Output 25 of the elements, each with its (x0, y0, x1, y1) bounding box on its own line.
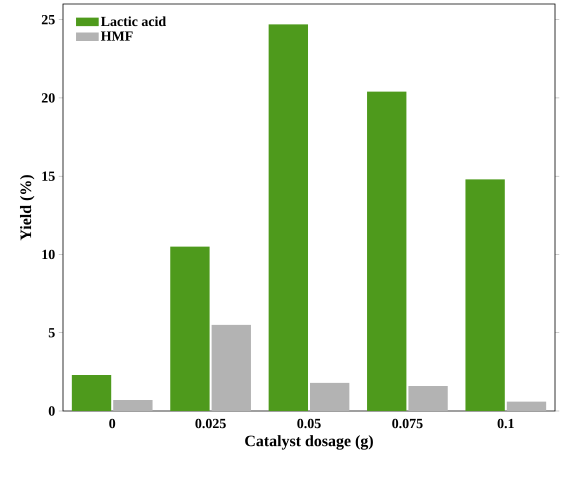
x-tick-label: 0 (109, 418, 116, 428)
bar (113, 400, 153, 411)
y-tick-label: 20 (42, 93, 55, 103)
x-tick-label: 0.075 (392, 418, 423, 428)
y-axis-title: Yield (%) (20, 175, 34, 240)
bar (506, 402, 546, 411)
bar (72, 374, 112, 411)
bar (367, 92, 406, 411)
y-tick-label: 25 (42, 14, 55, 24)
bar (212, 324, 251, 411)
bar (268, 24, 308, 411)
x-tick-label: 0.1 (498, 418, 514, 428)
y-tick-label: 5 (48, 328, 55, 338)
bar (408, 386, 448, 411)
bar (465, 179, 505, 411)
legend-label: Lactic acid (100, 16, 166, 26)
x-axis-title: Catalyst dosage (g) (245, 435, 373, 450)
y-tick-label: 10 (42, 250, 55, 260)
bar (170, 246, 210, 411)
x-tick-label: 0.05 (297, 418, 321, 428)
y-tick-label: 15 (42, 172, 55, 181)
x-tick-label: 0.025 (195, 418, 226, 428)
y-tick-label: 0 (48, 406, 55, 416)
legend-label: HMF (100, 31, 133, 41)
bar (310, 382, 350, 411)
